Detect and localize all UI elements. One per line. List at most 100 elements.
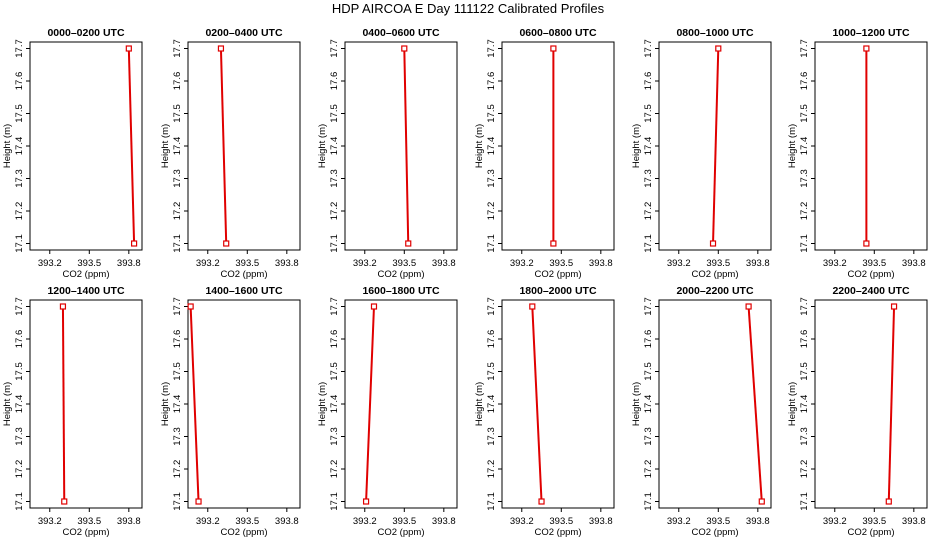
y-tick-label: 17.2 (172, 202, 183, 221)
series-line (127, 48, 136, 244)
data-point (538, 498, 545, 505)
y-axis-label: Height (m) (631, 124, 642, 168)
y-tick-label: 17.7 (172, 297, 183, 316)
x-tick-label: 393.8 (746, 258, 770, 269)
x-tick-label: 393.8 (432, 258, 456, 269)
y-tick-label: 17.6 (486, 330, 497, 349)
data-point (529, 303, 536, 310)
y-tick-label: 17.6 (329, 330, 340, 349)
y-tick-label: 17.4 (486, 137, 497, 156)
panel-title: 1600–1800 UTC (362, 285, 439, 297)
y-tick-label: 17.2 (329, 202, 340, 221)
panel-title: 1400–1600 UTC (205, 285, 282, 297)
y-tick-label: 17.2 (486, 460, 497, 479)
y-tick-label: 17.3 (172, 427, 183, 446)
y-tick-label: 17.6 (172, 72, 183, 91)
plot-frame (29, 41, 143, 251)
x-tick-label: 393.8 (902, 516, 926, 527)
y-tick-label: 17.4 (486, 395, 497, 414)
data-point (125, 45, 132, 52)
x-tick-label: 393.5 (706, 258, 730, 269)
y-tick-label: 17.1 (643, 492, 654, 511)
data-point (130, 240, 138, 247)
y-tick-label: 17.3 (643, 427, 654, 446)
data-point (863, 45, 870, 52)
data-point (758, 498, 765, 505)
x-tick-label: 393.8 (589, 258, 613, 269)
y-tick-label: 17.3 (799, 169, 810, 188)
y-axis-label: Height (m) (787, 124, 798, 168)
panel-title: 0800–1000 UTC (676, 27, 753, 39)
y-tick-label: 17.3 (486, 427, 497, 446)
chart-panel: 0800–1000 UTC 393.2 393.5 393.8 CO2 (ppm) 17.… (631, 27, 772, 280)
plot-frame (29, 299, 143, 509)
y-tick-label: 17.3 (172, 169, 183, 188)
x-axis-label: CO2 (ppm) (692, 527, 739, 538)
chart-panel: 1800–2000 UTC 393.2 393.5 393.8 CO2 (ppm) 17.… (474, 285, 615, 538)
y-tick-label: 17.5 (643, 104, 654, 123)
y-tick-label: 17.6 (14, 72, 25, 91)
x-axis-label: CO2 (ppm) (535, 269, 582, 280)
chart-panel: 1600–1800 UTC 393.2 393.5 393.8 CO2 (ppm) 17.… (317, 285, 458, 538)
x-tick-label: 393.2 (196, 258, 220, 269)
x-tick-label: 393.5 (235, 258, 259, 269)
y-axis-label: Height (m) (317, 124, 328, 168)
y-tick-label: 17.5 (643, 362, 654, 381)
plot-frame (344, 41, 458, 251)
y-tick-label: 17.5 (486, 104, 497, 123)
y-tick-label: 17.7 (799, 297, 810, 316)
data-point (61, 498, 68, 505)
data-point (745, 303, 752, 310)
y-tick-label: 17.4 (329, 395, 340, 414)
x-tick-label: 393.2 (353, 258, 377, 269)
series-line (403, 48, 410, 244)
y-tick-label: 17.1 (329, 234, 340, 253)
y-tick-label: 17.2 (643, 460, 654, 479)
y-tick-label: 17.7 (799, 39, 810, 58)
y-tick-label: 17.2 (14, 202, 25, 221)
y-tick-label: 17.4 (172, 137, 183, 156)
x-axis-label: CO2 (ppm) (535, 527, 582, 538)
y-axis-label: Height (m) (2, 124, 13, 168)
y-tick-label: 17.4 (799, 395, 810, 414)
chart-panel: 0000–0200 UTC 393.2 393.5 393.8 CO2 (ppm) 17.… (2, 27, 143, 280)
y-tick-label: 17.6 (643, 330, 654, 349)
data-point (370, 303, 378, 310)
series-line (219, 48, 228, 244)
chart-panel: 1400–1600 UTC 393.2 393.5 393.8 CO2 (ppm) 17.… (160, 285, 301, 538)
y-tick-label: 17.7 (643, 39, 654, 58)
data-point (217, 45, 225, 52)
y-tick-label: 17.5 (486, 362, 497, 381)
y-tick-label: 17.5 (172, 362, 183, 381)
data-point (223, 240, 230, 247)
x-tick-label: 393.2 (38, 516, 62, 527)
x-tick-label: 393.2 (510, 516, 534, 527)
chart-panel: 0200–0400 UTC 393.2 393.5 393.8 CO2 (ppm) 17.… (160, 27, 301, 280)
y-tick-label: 17.3 (329, 427, 340, 446)
data-point (863, 240, 870, 247)
series-line (531, 306, 543, 502)
x-tick-label: 393.8 (902, 258, 926, 269)
x-axis-label: CO2 (ppm) (378, 269, 425, 280)
series-line (365, 306, 375, 502)
y-tick-label: 17.7 (14, 39, 25, 58)
y-tick-label: 17.4 (14, 395, 25, 414)
y-tick-label: 17.6 (643, 72, 654, 91)
x-axis-label: CO2 (ppm) (63, 269, 110, 280)
data-point (362, 498, 370, 505)
panel-title: 1800–2000 UTC (519, 285, 596, 297)
series-line (712, 48, 720, 244)
y-tick-label: 17.2 (486, 202, 497, 221)
y-tick-label: 17.5 (799, 362, 810, 381)
x-tick-label: 393.8 (275, 258, 299, 269)
plot-frame (501, 299, 615, 509)
y-tick-label: 17.5 (329, 362, 340, 381)
y-tick-label: 17.2 (643, 202, 654, 221)
y-tick-label: 17.7 (329, 39, 340, 58)
x-tick-label: 393.8 (746, 516, 770, 527)
series-line (747, 306, 763, 502)
data-point (885, 498, 892, 505)
x-tick-label: 393.8 (432, 516, 456, 527)
y-tick-label: 17.2 (14, 460, 25, 479)
x-tick-label: 393.5 (77, 258, 101, 269)
